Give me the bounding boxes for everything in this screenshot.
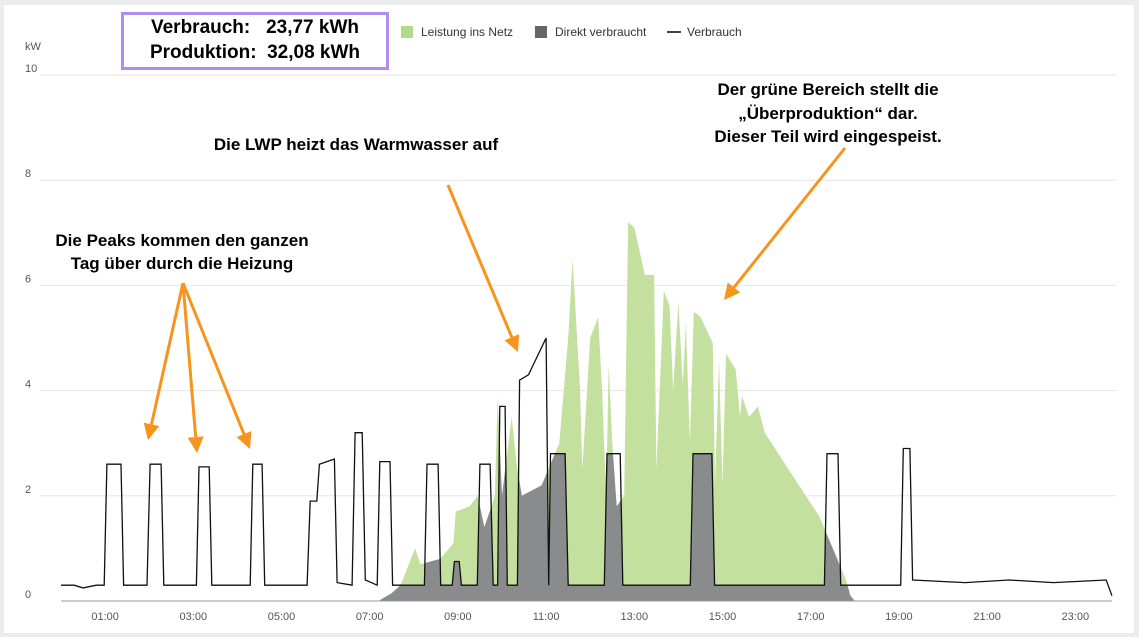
- x-tick-label: 17:00: [797, 611, 825, 623]
- y-tick-label: 8: [25, 168, 31, 180]
- x-tick-label: 21:00: [973, 611, 1001, 623]
- y-tick-label: 10: [25, 63, 37, 75]
- legend-direct-swatch: [535, 26, 547, 38]
- x-tick-label: 07:00: [356, 611, 384, 623]
- x-tick-label: 23:00: [1062, 611, 1090, 623]
- summary-consumption: Verbrauch: 23,77 kWh: [150, 17, 360, 38]
- legend-direct[interactable]: Direkt verbraucht: [555, 25, 647, 39]
- y-axis-label: kW: [25, 41, 42, 53]
- arrow-head-icon: [143, 422, 160, 440]
- x-tick-label: 03:00: [180, 611, 208, 623]
- arrow-head-icon: [504, 334, 520, 352]
- annotation-green-line3: Dieser Teil wird eingespeist.: [714, 127, 941, 146]
- energy-summary-box: Verbrauch: 23,77 kWh Produktion: 32,08 k…: [121, 12, 389, 70]
- x-tick-label: 19:00: [885, 611, 913, 623]
- x-tick-label: 15:00: [709, 611, 737, 623]
- annotation-arrow: [181, 282, 204, 453]
- y-tick-label: 2: [25, 484, 31, 496]
- feed-in-area: [61, 222, 1120, 602]
- legend-feed-in-swatch: [401, 26, 413, 38]
- consumption-line: [61, 337, 1113, 596]
- x-tick-label: 09:00: [444, 611, 472, 623]
- y-axis-ticks: 0 2 4 6 8 10: [25, 63, 37, 601]
- annotation-green-line1: Der grüne Bereich stellt die: [717, 80, 938, 99]
- legend-feed-in[interactable]: Leistung ins Netz: [421, 25, 513, 39]
- annotation-peaks-line1: Die Peaks kommen den ganzen: [55, 231, 308, 250]
- annotation-green-line2: „Überproduktion“ dar.: [738, 104, 917, 123]
- annotation-lwp: Die LWP heizt das Warmwasser auf: [214, 135, 499, 154]
- x-tick-label: 13:00: [621, 611, 649, 623]
- y-tick-label: 4: [25, 379, 31, 391]
- annotation-peaks-line2: Tag über durch die Heizung: [71, 254, 294, 273]
- x-tick-label: 05:00: [268, 611, 296, 623]
- legend-consumption[interactable]: Verbrauch: [687, 25, 742, 39]
- annotation-arrow: [446, 184, 520, 352]
- x-tick-label: 11:00: [533, 611, 560, 623]
- arrow-head-icon: [187, 436, 204, 453]
- x-axis-ticks: 01:00 03:00 05:00 07:00 09:00 11:00 13:00 15:00…: [91, 611, 1089, 623]
- annotation-arrows: [143, 147, 847, 453]
- y-tick-label: 0: [25, 589, 31, 601]
- summary-production: Produktion: 32,08 kWh: [149, 42, 361, 63]
- arrow-head-icon: [236, 431, 252, 449]
- x-tick-label: 01:00: [91, 611, 119, 623]
- annotation-arrow: [143, 282, 185, 440]
- y-tick-label: 6: [25, 273, 31, 285]
- annotation-arrow: [181, 282, 252, 449]
- arrow-head-icon: [724, 282, 741, 300]
- annotation-arrow: [724, 147, 847, 300]
